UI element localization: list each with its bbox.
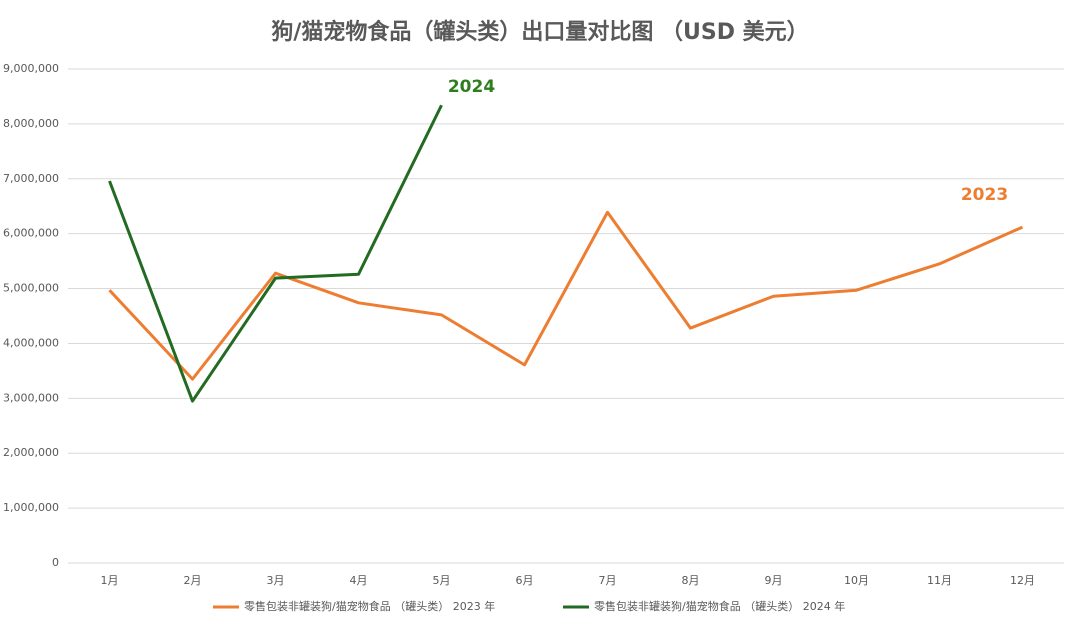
annotation: 2024: [448, 77, 495, 97]
legend-label: 零售包装非罐装狗/猫宠物食品 （罐头类） 2024 年: [594, 599, 845, 613]
chart-title: 狗/猫宠物食品（罐头类）出口量对比图 （USD 美元）: [271, 19, 808, 45]
x-tick-label: 12月: [1010, 574, 1035, 587]
x-tick-label: 8月: [682, 574, 700, 587]
x-tick-label: 5月: [433, 574, 451, 587]
x-tick-label: 11月: [927, 574, 952, 587]
y-tick-label: 0: [52, 556, 59, 569]
annotation: 2023: [961, 185, 1008, 205]
series-line: [108, 210, 1024, 381]
y-tick-label: 7,000,000: [3, 172, 59, 185]
x-tick-label: 4月: [350, 574, 368, 587]
y-tick-label: 6,000,000: [3, 227, 59, 240]
x-tick-label: 2月: [184, 574, 202, 587]
x-tick-label: 10月: [844, 574, 869, 587]
legend-label: 零售包装非罐装狗/猫宠物食品 （罐头类） 2023 年: [244, 599, 495, 613]
x-tick-label: 7月: [599, 574, 617, 587]
x-tick-label: 3月: [267, 574, 285, 587]
series-line: [108, 104, 443, 403]
y-tick-label: 8,000,000: [3, 117, 59, 130]
y-tick-label: 2,000,000: [3, 446, 59, 459]
y-tick-label: 9,000,000: [3, 62, 59, 75]
x-tick-label: 6月: [516, 574, 534, 587]
y-tick-label: 3,000,000: [3, 391, 59, 404]
y-tick-label: 1,000,000: [3, 501, 59, 514]
x-tick-label: 9月: [765, 574, 783, 587]
y-tick-label: 4,000,000: [3, 336, 59, 349]
x-tick-label: 1月: [101, 574, 119, 587]
y-tick-label: 5,000,000: [3, 282, 59, 295]
